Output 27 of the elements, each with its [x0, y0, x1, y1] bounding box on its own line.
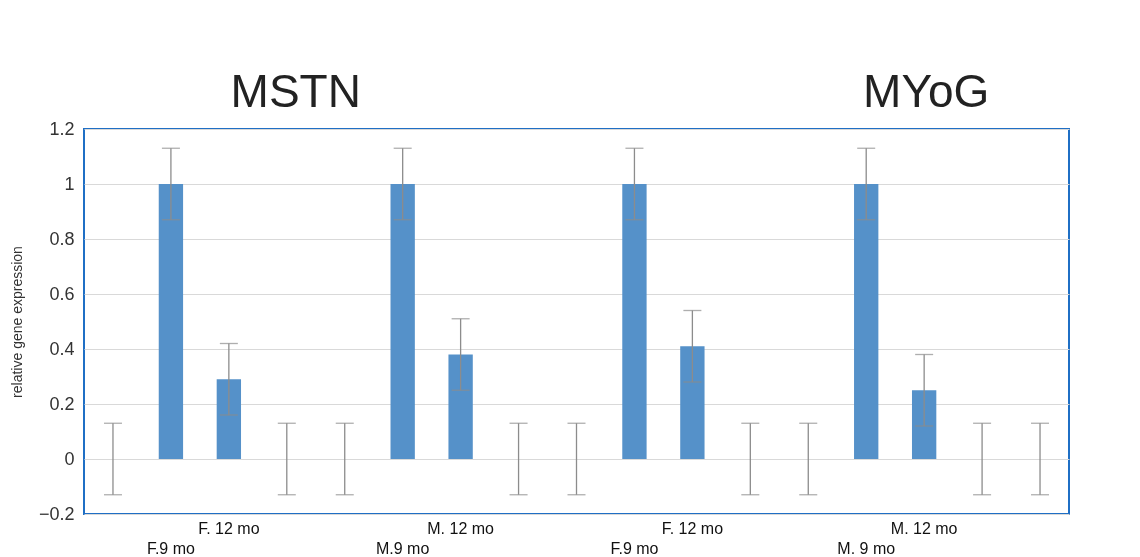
- x-tick-label: F. 12 mo: [198, 519, 260, 537]
- x-tick-label: F.9 mo: [610, 539, 659, 557]
- x-tick-label: M. 12 mo: [890, 519, 958, 537]
- y-tick-label: 0: [64, 448, 75, 469]
- y-tick-label: 0.6: [49, 283, 75, 304]
- x-tick-label: M. 12 mo: [427, 519, 495, 537]
- x-tick-label: M. 9 mo: [837, 539, 896, 557]
- y-tick-label: 0.2: [49, 393, 75, 414]
- y-tick-label: 1: [64, 173, 75, 194]
- bar: [911, 390, 937, 459]
- y-tick-label: 0.4: [49, 338, 75, 359]
- bar: [854, 184, 879, 459]
- x-tick-label: M.9 mo: [376, 539, 430, 557]
- bar: [390, 184, 415, 459]
- bar: [680, 346, 705, 459]
- text: MYoG: [863, 65, 990, 117]
- bar: [448, 354, 473, 459]
- bar: [622, 184, 647, 459]
- x-tick-label: F. 12 mo: [661, 519, 724, 537]
- y-axis-title: relative gene expression: [8, 246, 25, 398]
- x-tick-label: F.9 mo: [146, 539, 196, 557]
- bar: [216, 379, 242, 459]
- y-tick-label: 1.2: [49, 118, 75, 139]
- y-tick-label: 0.8: [49, 228, 75, 249]
- text: MSTN: [230, 65, 361, 117]
- y-tick-label: −0.2: [38, 503, 75, 524]
- bar: [158, 184, 184, 459]
